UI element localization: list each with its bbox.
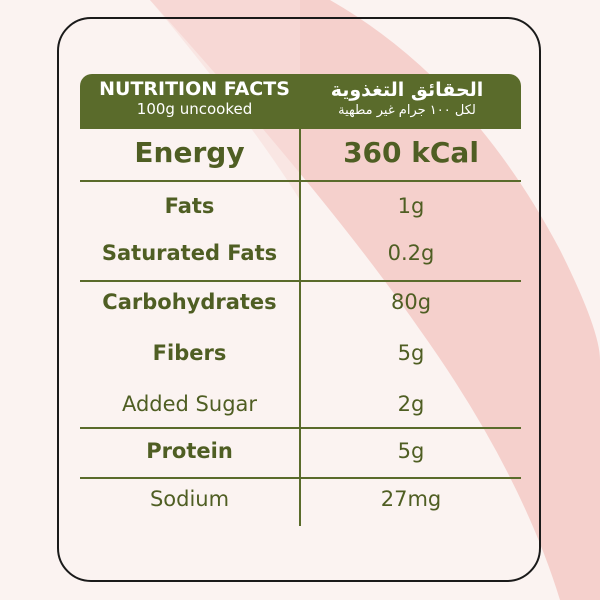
row-value: 5g: [397, 439, 425, 463]
row-value: 5g: [397, 341, 425, 365]
row-label: Protein: [146, 439, 233, 463]
row-value: 27mg: [380, 487, 442, 511]
row-value: 0.2g: [387, 241, 435, 265]
row-label: Sodium: [149, 487, 230, 511]
row-label: Saturated Fats: [101, 241, 278, 265]
row-value: 1g: [397, 194, 425, 218]
row-label: Added Sugar: [121, 392, 258, 416]
title-ar: الحقائق التغذوية: [330, 79, 484, 101]
subtitle-ar: لكل ١٠٠ جرام غير مطهية: [338, 103, 476, 118]
row-divider: [80, 280, 521, 282]
row-divider: [80, 427, 521, 429]
nutrition-header: NUTRITION FACTS 100g uncooked الحقائق ال…: [80, 74, 521, 129]
row-label: Fibers: [152, 341, 227, 365]
row-value: 80g: [390, 290, 432, 314]
row-label: Carbohydrates: [102, 290, 277, 314]
title-en: NUTRITION FACTS: [99, 78, 290, 100]
energy-value: 360 kCal: [343, 136, 479, 169]
row-value: 2g: [397, 392, 425, 416]
energy-label: Energy: [134, 136, 245, 169]
row-divider: [80, 180, 521, 182]
nutrition-card: [57, 17, 541, 582]
column-divider: [299, 129, 301, 526]
row-divider: [80, 477, 521, 479]
row-label: Fats: [164, 194, 215, 218]
subtitle-en: 100g uncooked: [136, 100, 253, 118]
